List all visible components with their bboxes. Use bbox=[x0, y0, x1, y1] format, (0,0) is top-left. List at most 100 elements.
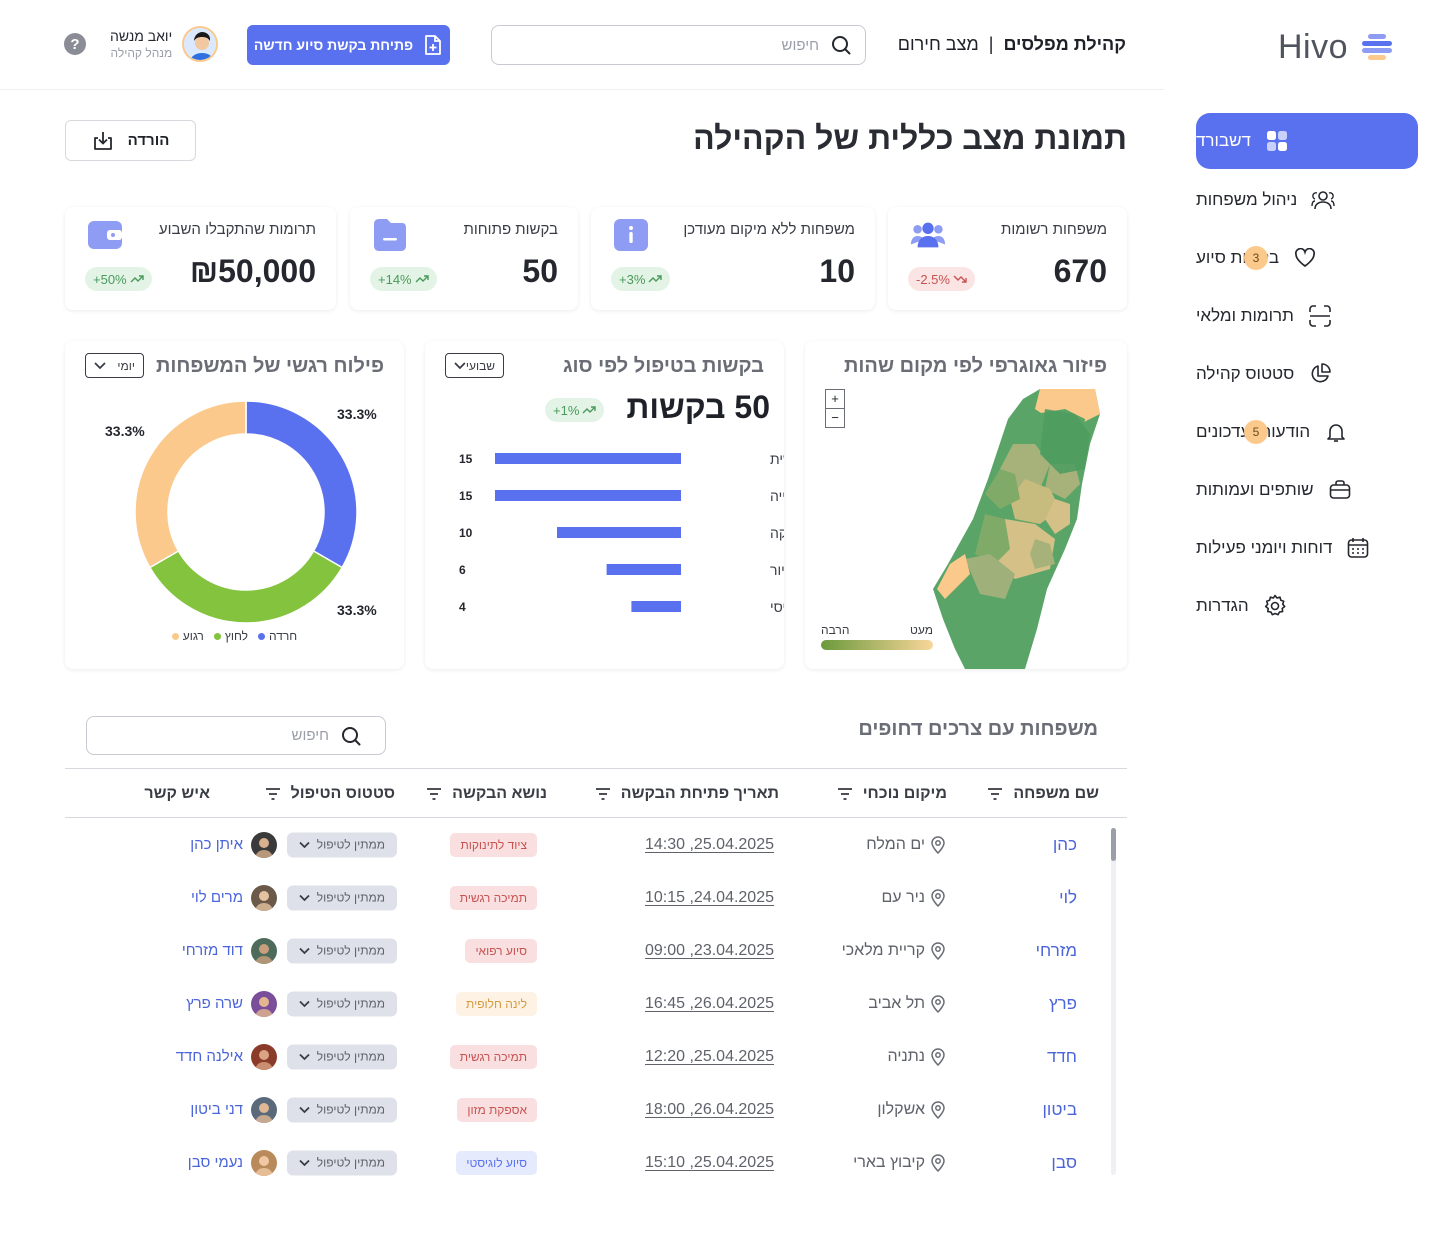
community-name[interactable]: קהילת מפלסים bbox=[1003, 34, 1126, 54]
request-date[interactable]: 23.04.2025, 09:00 bbox=[644, 941, 774, 959]
request-date[interactable]: 25.04.2025, 12:20 bbox=[644, 1047, 774, 1065]
family-name-link[interactable]: ביטון bbox=[1042, 1099, 1077, 1119]
filter-icon[interactable] bbox=[987, 788, 1003, 800]
filter-icon[interactable] bbox=[595, 788, 611, 800]
sidebar-item-2[interactable]: בקשות סיוע 3 bbox=[1196, 229, 1418, 287]
table-scrollbar[interactable] bbox=[1111, 828, 1116, 1175]
request-date[interactable]: 24.04.2025, 10:15 bbox=[644, 888, 774, 906]
contact-name-link[interactable]: איתן כהן bbox=[190, 836, 243, 853]
sidebar-item-1[interactable]: ניהול משפחות bbox=[1196, 171, 1418, 229]
global-search[interactable]: חיפוש bbox=[491, 25, 866, 65]
avatar[interactable] bbox=[182, 26, 219, 62]
bar[interactable] bbox=[495, 490, 681, 501]
donut-slice[interactable] bbox=[148, 549, 344, 624]
contact-name-link[interactable]: נעמי סבן bbox=[187, 1154, 243, 1171]
status-dropdown[interactable]: ממתין לטיפול bbox=[287, 938, 397, 963]
status-dropdown[interactable]: ממתין לטיפול bbox=[287, 1150, 397, 1175]
filter-icon[interactable] bbox=[837, 788, 853, 800]
filter-icon[interactable] bbox=[265, 788, 281, 800]
search-input[interactable]: חיפוש bbox=[781, 36, 819, 54]
contact-cell: אילנה חדד bbox=[175, 1043, 277, 1070]
location-text: קיבוץ בארי bbox=[853, 1153, 925, 1171]
family-name-link[interactable]: מזרחי bbox=[1035, 940, 1077, 960]
info-icon bbox=[613, 218, 649, 252]
status-label: ממתין לטיפול bbox=[316, 1049, 385, 1064]
family-name-link[interactable]: כהן bbox=[1052, 834, 1077, 854]
family-name-link[interactable]: סבן bbox=[1051, 1152, 1077, 1172]
column-header-0[interactable]: שם משפחה bbox=[987, 785, 1099, 803]
contact-name-link[interactable]: מרים לוי bbox=[191, 889, 243, 906]
table-row[interactable]: לוי ניר עם 24.04.2025, 10:15 תמיכה רגשית ממת… bbox=[65, 871, 1105, 924]
family-name-link[interactable]: פרץ bbox=[1048, 993, 1077, 1013]
status-dropdown[interactable]: ממתין לטיפול bbox=[287, 1097, 397, 1122]
brand-logo[interactable]: Hivo bbox=[1278, 28, 1394, 67]
column-header-2[interactable]: תאריך פתיחת הבקשה bbox=[595, 785, 779, 803]
requests-total: 50 בקשות bbox=[626, 389, 770, 425]
request-date[interactable]: 25.04.2025, 14:30 bbox=[644, 835, 774, 853]
column-header-4[interactable]: סטטוס הטיפול bbox=[265, 785, 395, 803]
sidebar-item-5[interactable]: הודעות ועדכונים 5 bbox=[1196, 403, 1418, 461]
change-value: +3% bbox=[619, 271, 646, 287]
download-button[interactable]: הורדה bbox=[65, 120, 196, 161]
sidebar-item-0[interactable]: דשבורד bbox=[1196, 113, 1418, 169]
bar[interactable] bbox=[495, 453, 681, 464]
map-legend: מעט הרבה bbox=[821, 623, 933, 650]
request-date[interactable]: 25.04.2025, 15:10 bbox=[644, 1153, 774, 1171]
table-row[interactable]: סבן קיבוץ בארי 25.04.2025, 15:10 סיוע לוגיס… bbox=[65, 1136, 1105, 1189]
request-date[interactable]: 26.04.2025, 18:00 bbox=[644, 1100, 774, 1118]
donut-slice[interactable] bbox=[245, 400, 358, 569]
status-dropdown[interactable]: ממתין לטיפול bbox=[287, 1044, 397, 1069]
table-row[interactable]: כהן ים המלח 25.04.2025, 14:30 ציוד לתינוקות… bbox=[65, 818, 1105, 871]
zoom-out-button[interactable]: − bbox=[831, 410, 839, 425]
gear-icon bbox=[1263, 594, 1287, 618]
bar[interactable] bbox=[557, 527, 681, 538]
period-dropdown[interactable]: שבועי bbox=[445, 353, 504, 378]
column-header-1[interactable]: מיקום נוכחי bbox=[837, 785, 947, 803]
contact-name-link[interactable]: דני ביטון bbox=[190, 1101, 243, 1118]
contact-name-link[interactable]: שרה פרץ bbox=[186, 995, 243, 1012]
sidebar-item-4[interactable]: סטטוס קהילה bbox=[1196, 345, 1418, 403]
bar[interactable] bbox=[606, 564, 681, 575]
table-row[interactable]: מזרחי קריית מלאכי 23.04.2025, 09:00 סיוע רפ… bbox=[65, 924, 1105, 977]
requests-bar-chart: תמיכה נפשית 15 מזון ושתייה 15 לוגיסטיקה 10 לינ… bbox=[459, 451, 784, 615]
scrollbar-thumb[interactable] bbox=[1111, 828, 1116, 861]
table-search-input[interactable]: חיפוש bbox=[291, 727, 329, 744]
sidebar-item-6[interactable]: שותפים ועמותות bbox=[1196, 461, 1418, 519]
family-name-link[interactable]: לוי bbox=[1059, 887, 1077, 907]
table-row[interactable]: ביטון אשקלון 26.04.2025, 18:00 אספקת מזון ממ… bbox=[65, 1083, 1105, 1136]
status-label: ממתין לטיפול bbox=[316, 890, 385, 905]
period-dropdown[interactable]: יומי bbox=[85, 353, 144, 378]
hive-logo-icon bbox=[1362, 33, 1392, 60]
table-row[interactable]: פרץ תל אביב 26.04.2025, 16:45 לינה חלופית ממ… bbox=[65, 977, 1105, 1030]
status-dropdown[interactable]: ממתין לטיפול bbox=[287, 832, 397, 857]
table-row[interactable]: חדד נתניה 25.04.2025, 12:20 תמיכה רגשית ממתי… bbox=[65, 1030, 1105, 1083]
emergency-mode-label: מצב חירום bbox=[897, 34, 979, 54]
donut-slice[interactable] bbox=[134, 400, 247, 569]
location-pin-icon bbox=[931, 1047, 945, 1066]
status-dropdown[interactable]: ממתין לטיפול bbox=[287, 885, 397, 910]
contact-name-link[interactable]: אילנה חדד bbox=[175, 1048, 243, 1065]
user-menu[interactable]: ? יואב מנשה מנהל קהילה bbox=[64, 26, 219, 62]
zoom-in-button[interactable]: + bbox=[826, 390, 844, 409]
period-label: שבועי bbox=[465, 358, 495, 373]
trend-up-icon bbox=[582, 406, 597, 414]
status-dropdown[interactable]: ממתין לטיפול bbox=[287, 991, 397, 1016]
table-search[interactable]: חיפוש bbox=[86, 716, 386, 755]
column-header-3[interactable]: נושא הבקשה bbox=[426, 785, 547, 803]
sidebar-item-8[interactable]: הגדרות bbox=[1196, 577, 1418, 635]
bar[interactable] bbox=[631, 601, 681, 612]
contact-name-link[interactable]: דוד מזרחי bbox=[181, 942, 243, 959]
stat-card-no-location: משפחות ללא מיקום מעודכן 10 +3% bbox=[591, 207, 875, 310]
help-icon[interactable]: ? bbox=[64, 33, 86, 55]
regional-map[interactable] bbox=[925, 389, 1105, 669]
request-date[interactable]: 26.04.2025, 16:45 bbox=[644, 994, 774, 1012]
filter-icon[interactable] bbox=[426, 788, 442, 800]
column-label: נושא הבקשה bbox=[452, 785, 547, 802]
topic-cell: ציוד לתינוקות bbox=[450, 832, 537, 857]
sidebar-item-7[interactable]: דוחות ויומני פעילות bbox=[1196, 519, 1418, 577]
family-name-link[interactable]: חדד bbox=[1046, 1046, 1077, 1066]
sidebar-item-3[interactable]: תרומות ומלאי bbox=[1196, 287, 1418, 345]
column-header-5[interactable]: איש קשר bbox=[144, 785, 210, 803]
new-request-button[interactable]: פתיחת בקשת סיוע חדשה bbox=[247, 25, 450, 65]
stat-label: תרומות שהתקבלו השבוע bbox=[158, 221, 316, 238]
